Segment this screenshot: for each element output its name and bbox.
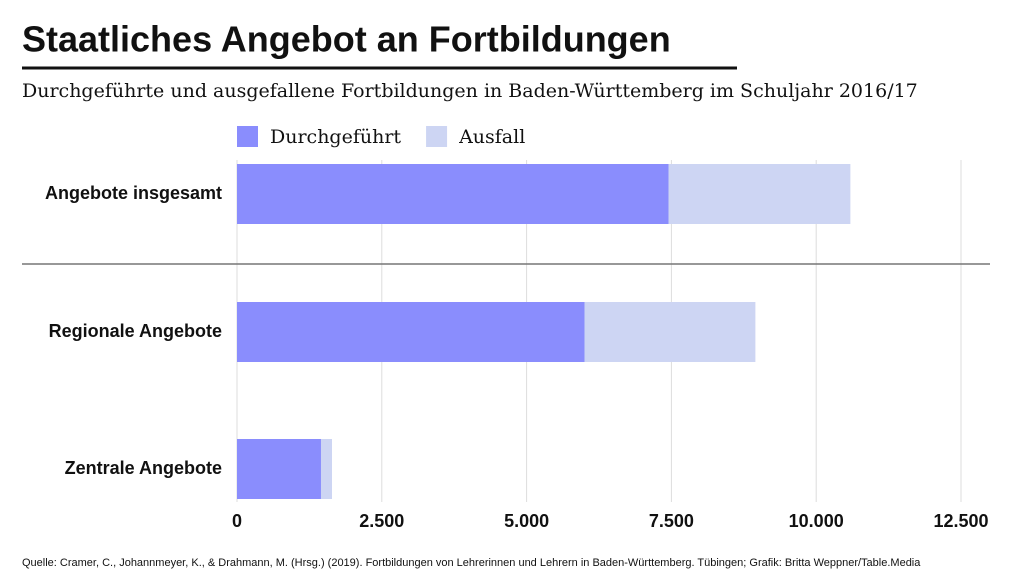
y-tick-label: Regionale Angebote (49, 321, 222, 341)
y-tick-label: Zentrale Angebote (65, 458, 222, 478)
bar (237, 302, 585, 362)
x-tick-label: 5.000 (504, 511, 549, 531)
source-note: Quelle: Cramer, C., Johannmeyer, K., & D… (22, 557, 921, 569)
bar (668, 164, 851, 224)
bar (237, 439, 321, 499)
x-tick-label: 2.500 (359, 511, 404, 531)
chart-subtitle: Durchgeführte und ausgefallene Fortbildu… (22, 80, 918, 102)
plot (237, 164, 851, 499)
chart-title: Staatliches Angebot an Fortbildungen (22, 19, 671, 60)
y-tick-label: Angebote insgesamt (45, 183, 222, 203)
bar (237, 164, 669, 224)
x-tick-label: 0 (232, 511, 242, 531)
legend-swatch (237, 126, 258, 147)
legend-label: Ausfall (458, 126, 525, 148)
legend-label: Durchgeführt (270, 126, 401, 148)
x-tick-label: 7.500 (649, 511, 694, 531)
bar (584, 302, 756, 362)
x-tick-label: 12.500 (933, 511, 988, 531)
x-tick-label: 10.000 (789, 511, 844, 531)
legend-swatch (426, 126, 448, 147)
bar (320, 439, 332, 499)
